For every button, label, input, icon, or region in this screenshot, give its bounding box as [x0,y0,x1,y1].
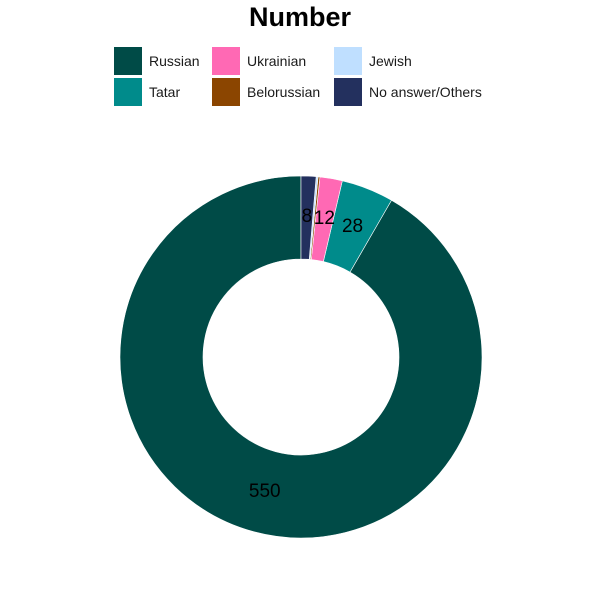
legend-label-jewish: Jewish [369,53,412,69]
legend-label-ukrainian: Ukrainian [247,53,307,69]
legend: Russian Ukrainian Jewish Tatar Belorussi… [114,47,514,111]
slice-label-tatar: 28 [342,216,363,237]
legend-label-belorussian: Belorussian [247,84,321,100]
legend-swatch-belorussian [212,78,240,106]
legend-swatch-russian [114,47,142,75]
legend-item-belorussian: Belorussian [212,78,320,106]
slice-label-russian: 550 [249,481,281,502]
donut-slices [119,175,483,539]
legend-label-no-answer-others: No answer/Others [369,84,482,100]
donut-labels: 550 28 128 [249,206,363,502]
slice-label-no-answer-others: 8 [302,206,313,227]
legend-item-russian: Russian [114,47,200,75]
chart-title: Number [248,2,351,32]
legend-swatch-no-answer-others [334,78,362,106]
legend-item-no-answer-others: No answer/Others [334,78,482,106]
legend-swatch-jewish [334,47,362,75]
legend-label-russian: Russian [149,53,200,69]
legend-swatch-ukrainian [212,47,240,75]
slice-russian [119,175,483,539]
slice-label-ukrainian: 12 [314,208,335,229]
legend-swatch-tatar [114,78,142,106]
legend-item-tatar: Tatar [114,78,180,106]
legend-item-jewish: Jewish [334,47,412,75]
slice-no-answer-others [300,175,317,260]
legend-label-tatar: Tatar [149,84,181,100]
legend-item-ukrainian: Ukrainian [212,47,306,75]
